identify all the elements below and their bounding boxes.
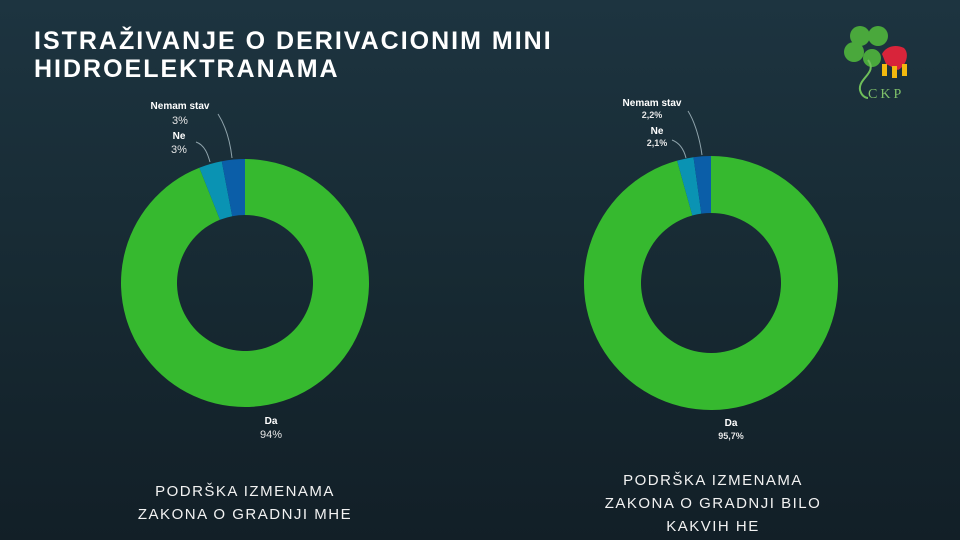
slice-value-label: 3% xyxy=(172,115,188,127)
leader-line xyxy=(195,141,211,163)
leader-line xyxy=(687,110,703,156)
leader-line xyxy=(671,139,687,159)
slice-nemam-stav xyxy=(221,159,245,217)
slice-ne xyxy=(199,161,233,220)
page-title: ISTRAŽIVANJE O DERIVACIONIM MINI HIDROEL… xyxy=(34,27,553,83)
slice-da xyxy=(583,156,838,410)
slice-label: Da xyxy=(265,416,278,427)
caption-line: KAKVIH HE xyxy=(666,518,760,535)
ckp-logo: CKP xyxy=(844,26,907,102)
caption-line: ZAKONA O GRADNJI BILO xyxy=(604,495,822,512)
chart-2-caption: PODRŠKA IZMENAMA ZAKONA O GRADNJI BILO K… xyxy=(578,469,848,538)
slice-nemam-stav xyxy=(693,156,711,214)
slice-value-label: 2,1% xyxy=(647,138,668,148)
title-line-1: ISTRAŽIVANJE O DERIVACIONIM MINI xyxy=(34,27,553,55)
logo-text: CKP xyxy=(868,87,904,102)
slice-label: Ne xyxy=(651,126,664,137)
leader-line xyxy=(217,113,233,159)
slice-value-label: 95,7% xyxy=(718,431,744,441)
slice-ne xyxy=(677,157,702,216)
slice-label: Ne xyxy=(173,131,186,142)
caption-line: PODRŠKA IZMENAMA xyxy=(155,483,335,500)
slice-label: Nemam stav xyxy=(151,101,210,112)
caption-line: ZAKONA O GRADNJI MHE xyxy=(137,506,353,523)
slice-value-label: 2,2% xyxy=(642,110,663,120)
slice-label: Nemam stav xyxy=(623,98,682,109)
chart-1-caption: PODRŠKA IZMENAMA ZAKONA O GRADNJI MHE xyxy=(110,480,380,526)
slice-da xyxy=(121,159,370,407)
slice-value-label: 94% xyxy=(260,429,282,441)
caption-line: PODRŠKA IZMENAMA xyxy=(623,472,803,489)
slice-value-label: 3% xyxy=(171,144,187,156)
slice-label: Da xyxy=(725,418,738,429)
title-line-2: HIDROELEKTRANAMA xyxy=(34,55,340,83)
